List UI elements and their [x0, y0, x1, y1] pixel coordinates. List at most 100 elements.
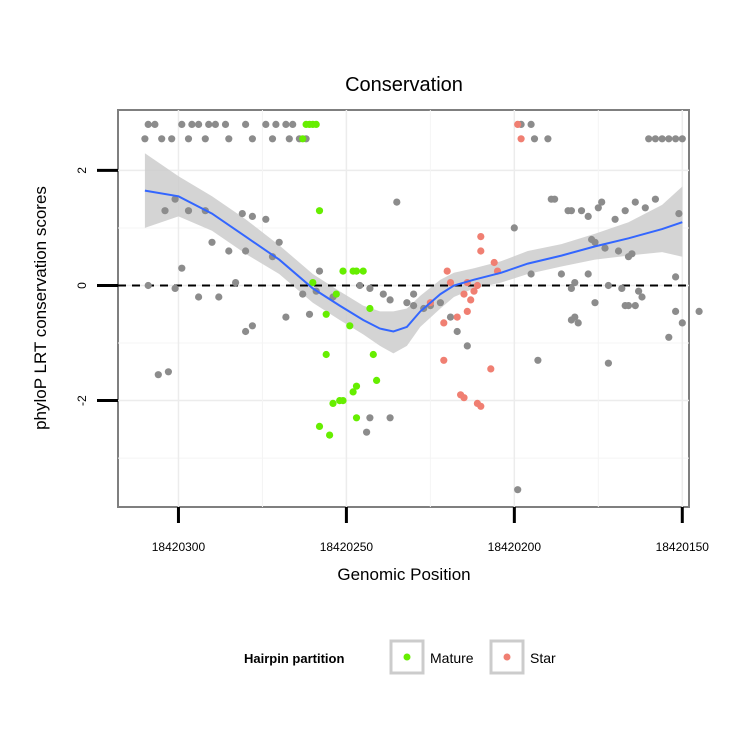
point-other — [188, 120, 196, 128]
point-other — [641, 204, 649, 212]
point-other — [393, 198, 401, 206]
point-other — [262, 215, 270, 223]
y-tick-label: 2 — [75, 167, 89, 174]
smooth-line-layer — [144, 189, 683, 333]
point-other — [584, 270, 592, 278]
point-mature — [349, 388, 357, 396]
point-other — [248, 135, 256, 143]
legend-label-star: Star — [530, 650, 556, 666]
point-other — [379, 290, 387, 298]
point-other — [446, 313, 455, 321]
legend-label-mature: Mature — [430, 650, 474, 666]
legend-item-star: Star — [489, 639, 556, 675]
chart-title: Conservation — [345, 74, 463, 96]
point-other — [168, 135, 176, 143]
point-mature — [329, 399, 337, 407]
point-other — [551, 195, 559, 203]
point-other — [534, 356, 542, 364]
point-other — [463, 342, 471, 350]
point-other — [598, 198, 606, 206]
point-other — [178, 120, 186, 128]
point-mature — [315, 422, 324, 430]
legend: Hairpin partition Mature Star — [244, 639, 556, 675]
legend-key-mature — [389, 639, 425, 675]
point-other — [631, 302, 639, 310]
point-other — [591, 299, 599, 307]
legend-dot-mature — [403, 653, 411, 661]
axes-layer: 18420300 18420250 18420200 18420150 2 0 -2 — [75, 167, 709, 554]
confidence-ribbon-layer — [144, 153, 683, 354]
point-star — [460, 290, 468, 298]
point-other — [635, 287, 643, 295]
point-star — [473, 281, 481, 290]
point-other — [651, 135, 660, 143]
point-other — [184, 135, 193, 143]
point-other — [628, 250, 636, 258]
point-other — [242, 327, 250, 336]
point-star — [477, 233, 485, 241]
point-mature — [352, 414, 361, 422]
point-mature — [346, 322, 354, 330]
point-other — [577, 207, 586, 215]
point-other — [621, 207, 629, 215]
point-other — [638, 293, 646, 301]
y-tick-label: -2 — [75, 395, 89, 406]
point-other — [248, 212, 256, 220]
point-other — [624, 302, 633, 310]
point-other — [285, 135, 293, 143]
point-other — [618, 284, 626, 292]
point-other — [584, 212, 592, 220]
legend-item-mature: Mature — [389, 639, 474, 675]
point-other — [144, 281, 152, 290]
point-other — [184, 207, 193, 215]
point-mature — [366, 304, 374, 313]
point-star — [463, 307, 471, 315]
point-mature — [312, 120, 320, 128]
point-other — [242, 120, 250, 128]
point-other — [403, 299, 411, 307]
point-star — [470, 287, 478, 295]
point-other — [571, 313, 579, 321]
point-other — [645, 135, 653, 143]
point-other — [366, 414, 374, 422]
point-mature — [326, 431, 334, 439]
point-other — [141, 135, 149, 143]
point-other — [695, 307, 703, 315]
point-other — [514, 486, 522, 494]
point-other — [604, 359, 613, 367]
point-other — [299, 290, 307, 298]
point-star — [490, 258, 498, 267]
point-other — [678, 135, 686, 143]
point-star — [487, 365, 495, 373]
point-other — [675, 210, 683, 218]
confidence-ribbon — [144, 153, 683, 354]
point-other — [604, 281, 613, 290]
point-other — [315, 267, 324, 275]
point-other — [178, 264, 186, 272]
point-other — [601, 244, 609, 252]
point-other — [225, 247, 233, 255]
point-mature — [322, 310, 330, 318]
x-tick-label: 18420250 — [320, 540, 374, 554]
point-other — [161, 207, 169, 215]
point-other — [410, 302, 418, 310]
point-other — [386, 414, 394, 422]
point-mature — [352, 267, 361, 275]
point-other — [665, 333, 673, 341]
plot-panel — [117, 109, 690, 508]
legend-title: Hairpin partition — [244, 651, 344, 666]
point-other — [611, 215, 619, 223]
point-star — [477, 247, 485, 255]
point-other — [289, 120, 297, 128]
point-other — [268, 135, 277, 143]
point-other — [453, 327, 461, 336]
point-star — [443, 267, 451, 275]
point-other — [275, 238, 283, 246]
point-other — [232, 279, 240, 287]
point-other — [262, 120, 270, 128]
point-other — [571, 279, 579, 287]
point-other — [282, 313, 290, 321]
point-other — [164, 368, 172, 376]
point-other — [242, 247, 250, 255]
